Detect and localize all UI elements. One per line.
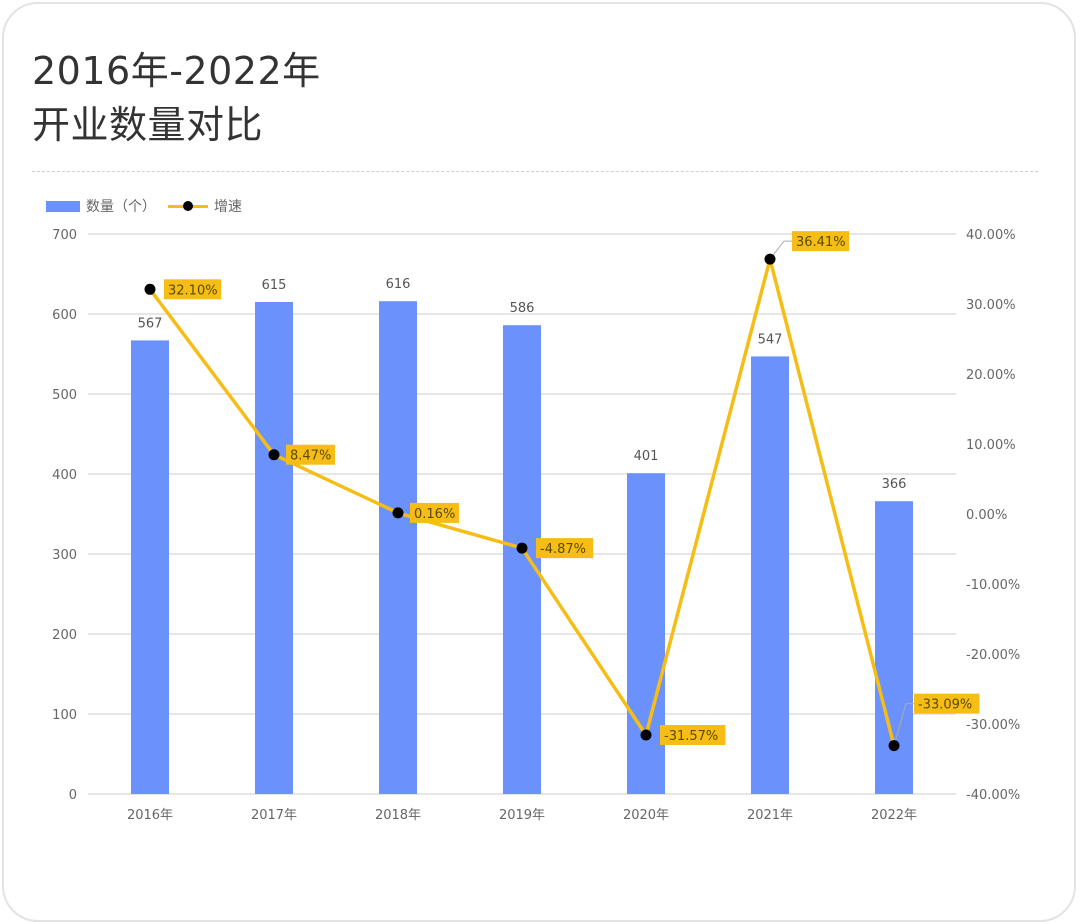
combo-chart: 0 100 200 300 400 500 600 700 40.00% 30.00% 20.00%… (52, 228, 1020, 823)
growth-value-label: 32.10% (168, 283, 218, 298)
line-marker[interactable] (640, 729, 652, 741)
line-marker[interactable] (268, 449, 280, 461)
bar[interactable] (131, 340, 169, 794)
growth-label-box (164, 279, 222, 300)
right-axis-tick: -30.00% (966, 718, 1020, 733)
growth-label-box (410, 502, 459, 523)
legend-bar-swatch-icon (46, 200, 80, 212)
bar-value-label: 567 (138, 316, 163, 331)
left-axis-tick: 400 (52, 468, 77, 483)
chart-legend: 数量（个） 增速 (46, 196, 246, 216)
bar[interactable] (379, 301, 417, 794)
line-marker[interactable] (144, 283, 156, 295)
line-marker[interactable] (888, 740, 900, 752)
bar[interactable] (751, 356, 789, 794)
label-leader-line (769, 240, 792, 260)
legend-line-swatch-icon (168, 200, 208, 212)
growth-value-label: 8.47% (290, 449, 331, 464)
growth-value-label: -4.87% (540, 542, 586, 557)
x-axis-tick: 2019年 (499, 808, 545, 823)
right-axis-tick: -40.00% (966, 788, 1020, 803)
line-marker[interactable] (392, 507, 404, 519)
left-axis-tick: 0 (69, 788, 77, 803)
growth-label-box (914, 693, 980, 714)
growth-label-box (792, 231, 850, 252)
left-axis-tick: 500 (52, 388, 77, 403)
left-axis-tick: 600 (52, 308, 77, 323)
right-axis-tick: 20.00% (966, 368, 1016, 383)
right-axis-tick: 10.00% (966, 438, 1016, 453)
left-axis-tick: 100 (52, 708, 77, 723)
line-marker[interactable] (516, 542, 528, 554)
growth-label-box (660, 724, 726, 745)
bar-value-label: 366 (882, 477, 907, 492)
bar-value-label: 616 (386, 277, 411, 292)
growth-value-label: -33.09% (918, 698, 972, 713)
chart-title-line1: 2016年-2022年 (32, 49, 321, 93)
bar-value-label: 401 (634, 449, 659, 464)
x-axis-tick: 2017年 (251, 808, 297, 823)
x-axis-tick: 2016年 (127, 808, 173, 823)
x-axis-tick: 2021年 (747, 808, 793, 823)
growth-value-label: 36.41% (796, 235, 846, 250)
x-axis-tick: 2022年 (871, 808, 917, 823)
growth-label-box (536, 538, 594, 559)
x-axis-tick: 2018年 (375, 808, 421, 823)
label-leader-line (893, 703, 914, 746)
right-axis-tick: -10.00% (966, 578, 1020, 593)
legend-line-label: 增速 (214, 199, 242, 215)
chart-title-line2: 开业数量对比 (32, 103, 264, 147)
line-marker[interactable] (764, 253, 776, 265)
left-axis-tick: 300 (52, 548, 77, 563)
x-axis-tick: 2020年 (623, 808, 669, 823)
bar-value-label: 615 (262, 278, 287, 293)
left-axis-tick: 700 (52, 228, 77, 243)
bar-value-label: 586 (510, 301, 535, 316)
chart-title: 2016年-2022年 开业数量对比 (32, 44, 321, 152)
right-axis-tick: -20.00% (966, 648, 1020, 663)
right-axis-tick: 30.00% (966, 298, 1016, 313)
title-divider (32, 171, 1038, 172)
left-axis-tick: 200 (52, 628, 77, 643)
growth-value-label: 0.16% (414, 507, 455, 522)
right-axis-tick: 40.00% (966, 228, 1016, 243)
right-axis-tick: 0.00% (966, 508, 1007, 523)
growth-label-box (286, 444, 335, 465)
bar[interactable] (627, 473, 665, 794)
bar[interactable] (503, 325, 541, 794)
bar-value-label: 547 (758, 332, 783, 347)
bar[interactable] (255, 302, 293, 794)
growth-value-label: -31.57% (664, 729, 718, 744)
legend-bar-label: 数量（个） (86, 199, 156, 215)
